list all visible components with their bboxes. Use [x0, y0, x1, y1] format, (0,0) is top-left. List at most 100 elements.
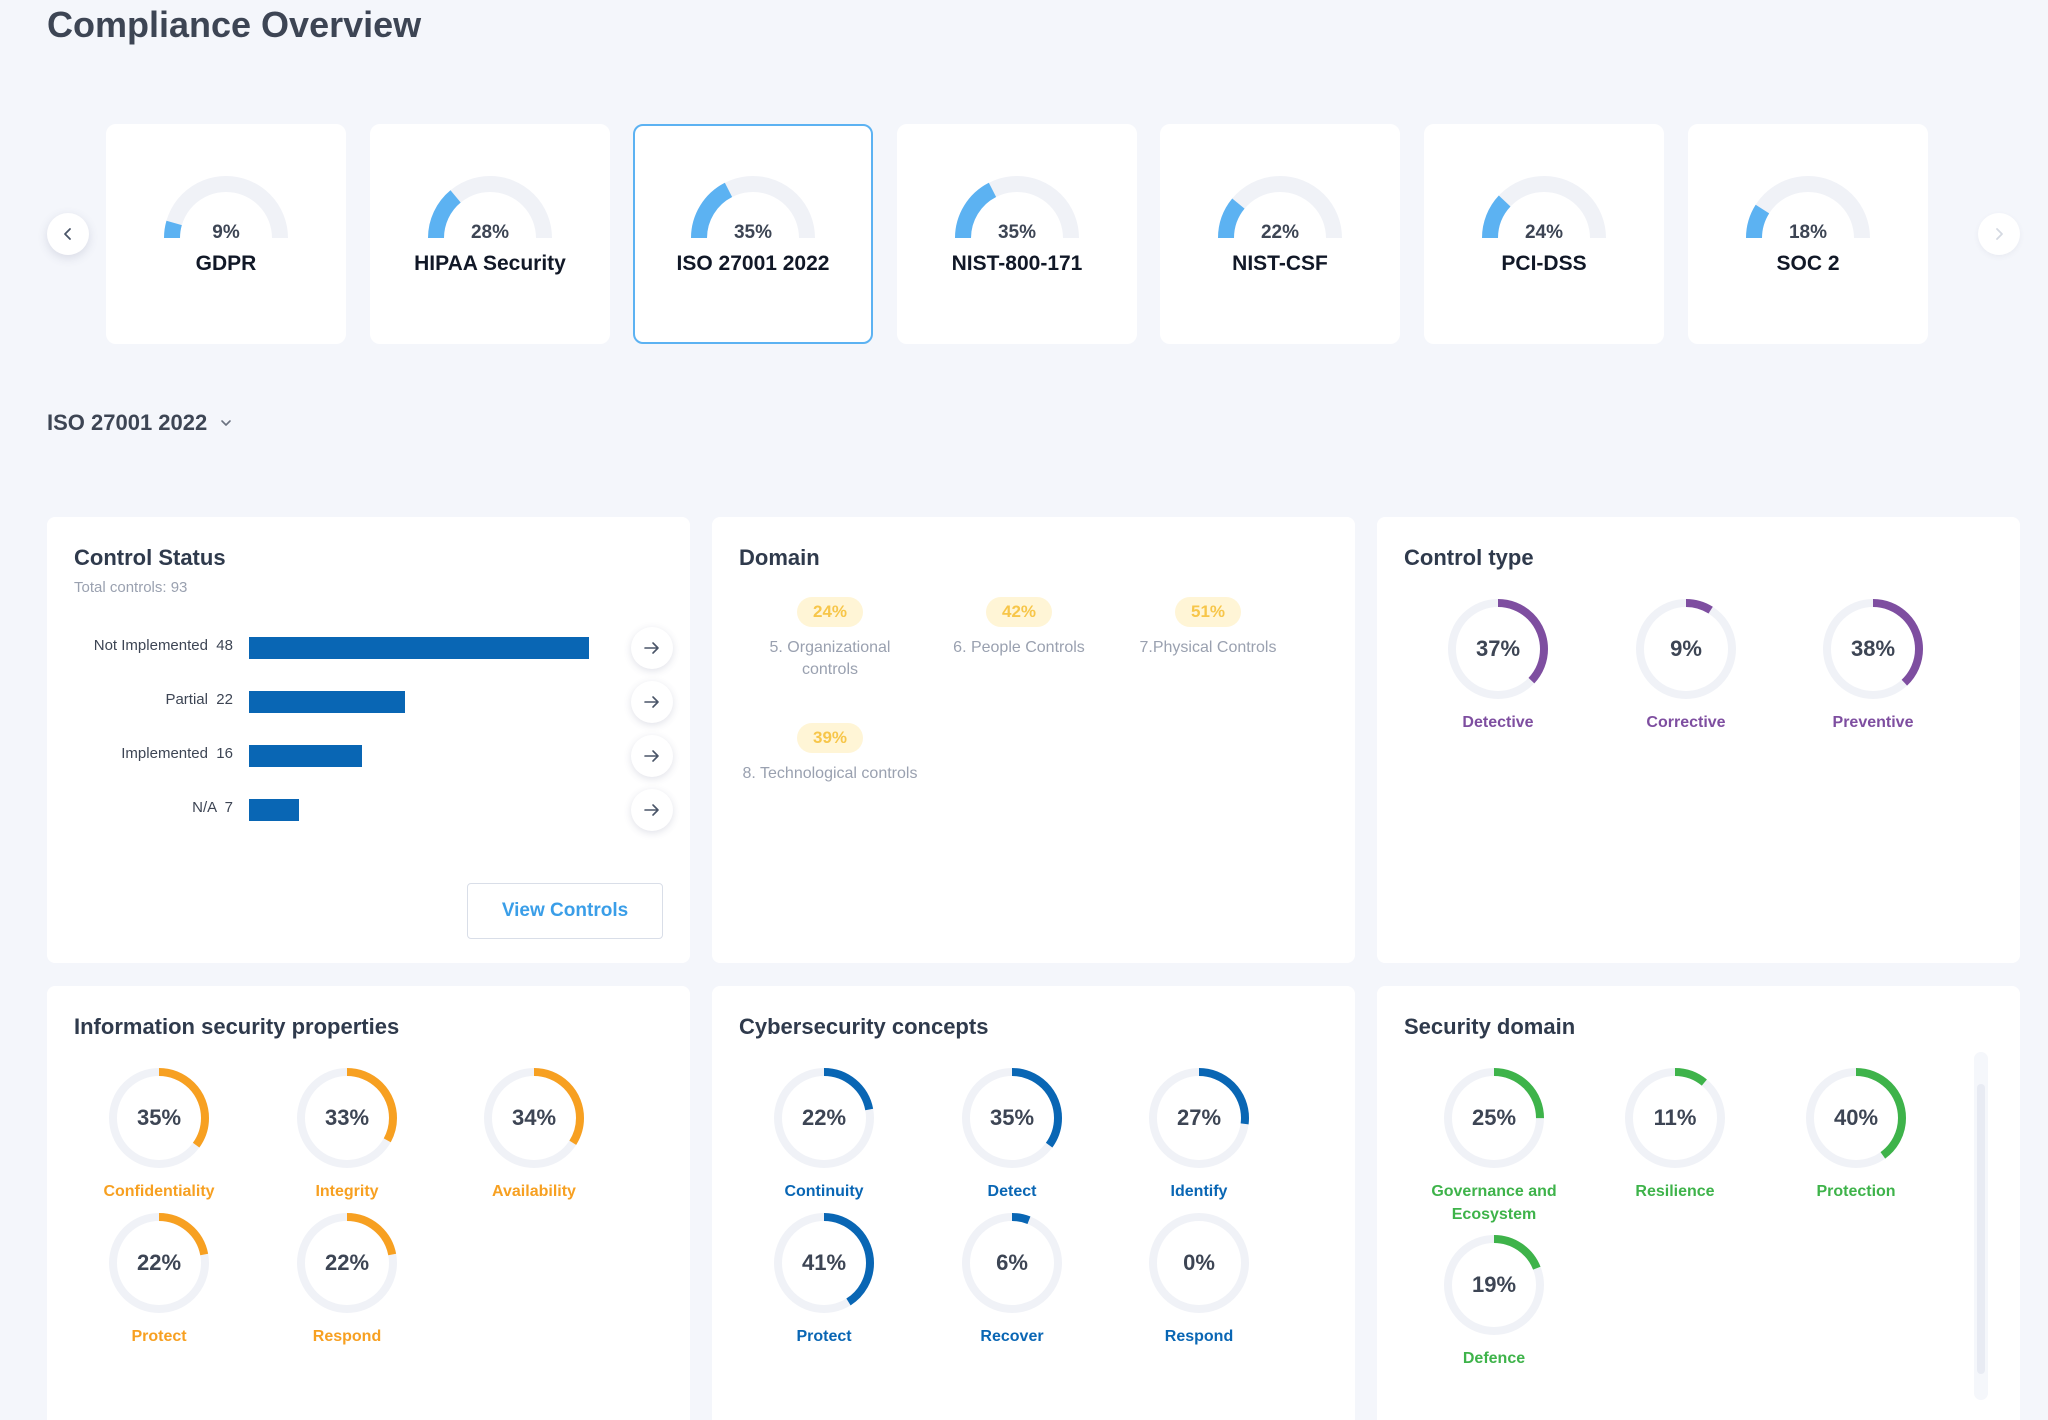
status-bar-fill	[249, 691, 405, 713]
gauge-percent: 35%	[998, 222, 1036, 243]
donut-chart: 22%	[297, 1213, 397, 1313]
carousel-next-button[interactable]	[1978, 213, 2020, 255]
framework-name: GDPR	[195, 252, 257, 275]
donut-value: 0%	[1183, 1250, 1215, 1275]
gauge: 24%	[1482, 176, 1606, 243]
domain-item: 39% 8. Technological controls	[740, 723, 920, 785]
scrollbar[interactable]	[1974, 1052, 1988, 1400]
security-domain-panel: Security domain 25% Governance and Ecosys…	[1377, 986, 2020, 1420]
donut-fill	[1448, 599, 1548, 699]
framework-name: NIST-800-171	[951, 252, 1083, 275]
framework-selector[interactable]: ISO 27001 2022	[47, 410, 233, 436]
donut-chart: 38%	[1823, 599, 1923, 699]
status-bar-fill	[249, 745, 363, 767]
row-arrow-button[interactable]	[631, 789, 673, 831]
donut-value: 25%	[1472, 1105, 1516, 1130]
donut-value: 27%	[1177, 1105, 1221, 1130]
status-label: Not Implemented 48	[93, 637, 233, 654]
control-type-panel: Control type 37% Detective 9% Corrective 38%…	[1377, 517, 2020, 963]
donut-value: 33%	[325, 1105, 369, 1130]
donut-value: 38%	[1851, 636, 1895, 661]
donut-chart: 0%	[1149, 1213, 1249, 1313]
donut-item: 22% Continuity	[739, 1066, 909, 1203]
donut-item: 35% Confidentiality	[74, 1066, 244, 1203]
donut-fill	[1444, 1068, 1544, 1168]
donut-chart: 35%	[109, 1068, 209, 1168]
donut-chart: 22%	[774, 1068, 874, 1168]
framework-name: NIST-CSF	[1232, 252, 1328, 275]
framework-name: ISO 27001 2022	[676, 252, 830, 275]
status-bar	[249, 799, 589, 821]
panel-title: Control Status	[74, 545, 226, 570]
framework-card[interactable]: 22% NIST-CSF	[1160, 124, 1400, 344]
arrow-right-icon	[644, 750, 659, 762]
row-arrow-button[interactable]	[631, 681, 673, 723]
donut-value: 37%	[1476, 636, 1520, 661]
donut-label: Detective	[1462, 714, 1534, 731]
donut-chart: 35%	[962, 1068, 1062, 1168]
chevron-down-icon	[221, 420, 232, 426]
framework-card[interactable]: 18% SOC 2	[1688, 124, 1928, 344]
donut-item: 22% Respond	[262, 1211, 432, 1348]
scrollbar-thumb[interactable]	[1977, 1084, 1985, 1374]
donut-chart: 19%	[1444, 1235, 1544, 1335]
donut-fill	[774, 1068, 874, 1168]
donut-chart: 9%	[1636, 599, 1736, 699]
domain-item: 24% 5. Organizational controls	[740, 597, 920, 681]
domain-label: 8. Technological controls	[742, 765, 918, 782]
status-bar-fill	[249, 637, 589, 659]
donut-value: 19%	[1472, 1272, 1516, 1297]
donut-chart: 27%	[1149, 1068, 1249, 1168]
donut-item: 9% Corrective	[1601, 597, 1771, 734]
view-controls-button[interactable]: View Controls	[467, 883, 663, 939]
carousel-prev-button[interactable]	[47, 213, 89, 255]
donut-chart: 41%	[774, 1213, 874, 1313]
framework-card[interactable]: 35% ISO 27001 2022	[633, 124, 873, 344]
framework-card[interactable]: 35% NIST-800-171	[897, 124, 1137, 344]
gauge: 28%	[428, 176, 552, 243]
donut-track	[1149, 1213, 1249, 1313]
donut-item: 6% Recover	[927, 1211, 1097, 1348]
donut-item: 41% Protect	[739, 1211, 909, 1348]
domain-label: 6. People Controls	[953, 639, 1085, 656]
row-arrow-button[interactable]	[631, 627, 673, 669]
panel-title: Control type	[1404, 545, 1534, 570]
donut-chart: 11%	[1625, 1068, 1725, 1168]
donut-chart: 25%	[1444, 1068, 1544, 1168]
control-status-panel: Control Status Total controls: 93 Not Im…	[47, 517, 690, 963]
donut-fill	[1806, 1068, 1906, 1168]
donut-fill	[774, 1213, 874, 1313]
framework-card[interactable]: 9% GDPR	[106, 124, 346, 344]
framework-card[interactable]: 28% HIPAA Security	[370, 124, 610, 344]
gauge-fill	[428, 190, 461, 239]
arrow-right-icon	[644, 804, 659, 816]
donut-fill	[1636, 599, 1736, 699]
row-arrow-button[interactable]	[631, 735, 673, 777]
gauge: 18%	[1746, 176, 1870, 243]
info-security-panel: Information security properties 35% Confi…	[47, 986, 690, 1420]
donut-item: 34% Availability	[449, 1066, 619, 1203]
donut-item: 0% Respond	[1114, 1211, 1284, 1348]
donut-value: 40%	[1834, 1105, 1878, 1130]
status-label: Implemented 16	[121, 745, 233, 762]
framework-card[interactable]: 24% PCI-DSS	[1424, 124, 1664, 344]
gauge: 22%	[1218, 176, 1342, 243]
donut-value: 9%	[1670, 636, 1702, 661]
donut-chart: 40%	[1806, 1068, 1906, 1168]
status-row: N/A 7	[47, 789, 690, 831]
donut-fill	[484, 1068, 584, 1168]
status-label: N/A 7	[192, 799, 233, 816]
status-label: Partial 22	[165, 691, 233, 708]
domain-percent-pill: 42%	[985, 597, 1053, 627]
donut-item: 35% Detect	[927, 1066, 1097, 1203]
donut-item: 19% Defence	[1409, 1233, 1579, 1370]
donut-fill	[109, 1213, 209, 1313]
donut-label: Protect	[796, 1328, 852, 1345]
gauge-percent: 22%	[1261, 222, 1299, 243]
donut-chart: 34%	[484, 1068, 584, 1168]
donut-label: Preventive	[1832, 714, 1914, 731]
donut-item: 37% Detective	[1413, 597, 1583, 734]
gauge-percent: 9%	[212, 222, 240, 243]
donut-value: 41%	[802, 1250, 846, 1275]
status-bar	[249, 691, 589, 713]
